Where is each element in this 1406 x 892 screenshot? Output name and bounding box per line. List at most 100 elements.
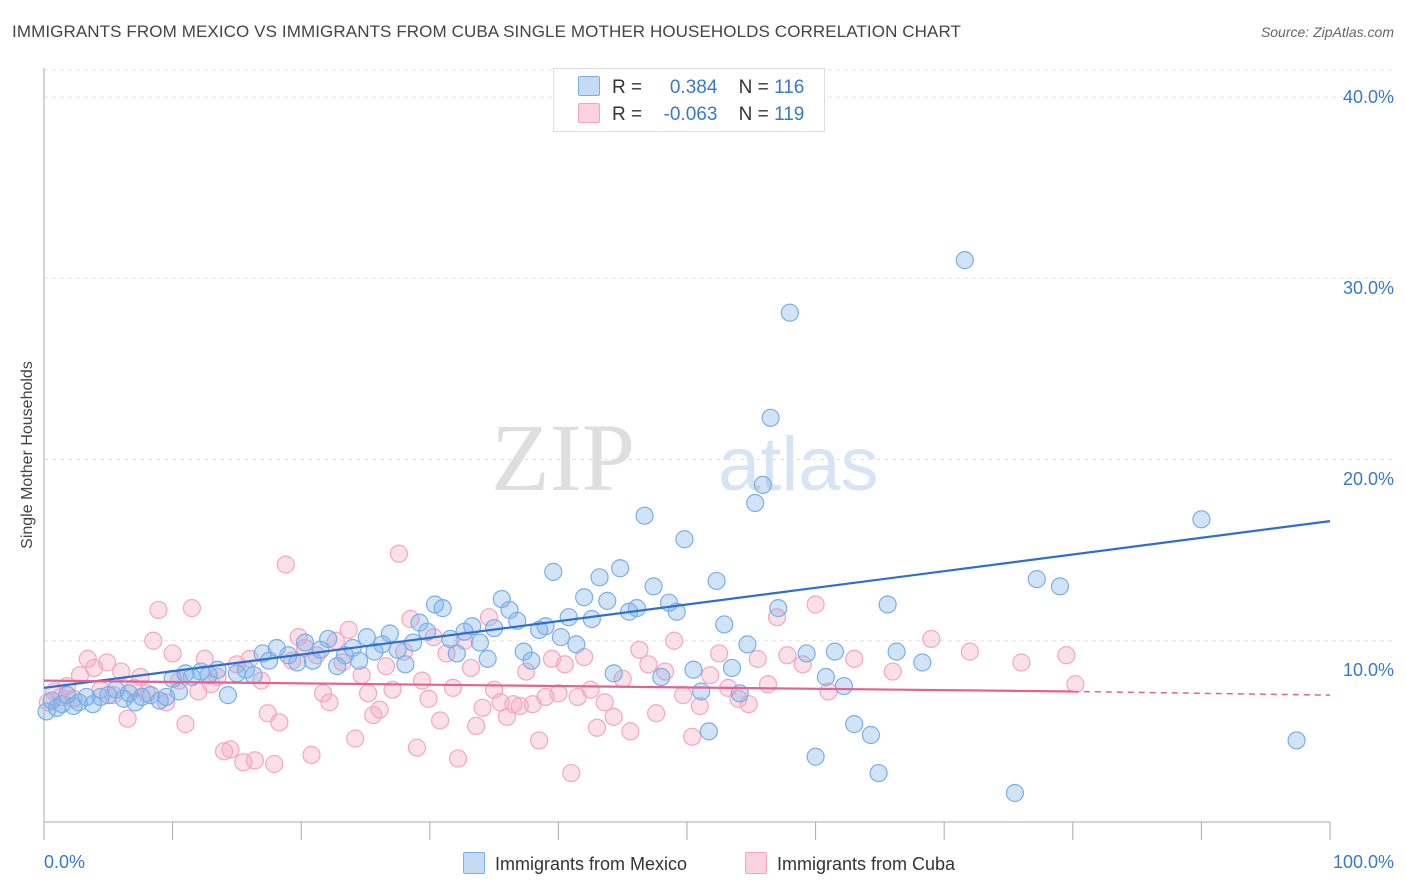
cuba-point — [883, 662, 902, 681]
mexico-point — [887, 642, 906, 661]
mexico-point — [218, 686, 237, 705]
cuba-point — [270, 713, 289, 732]
mexico-point — [878, 595, 897, 614]
cuba-point — [1066, 675, 1085, 694]
cuba-point — [621, 722, 640, 741]
cuba-point — [479, 608, 499, 627]
cuba-swatch-icon — [578, 103, 600, 123]
cuba-point — [562, 763, 581, 783]
cuba-point — [845, 649, 864, 668]
mexico-point — [869, 763, 888, 783]
cuba-point — [401, 609, 420, 629]
y-tick-label-20: 20.0% — [1342, 469, 1394, 489]
cuba-point — [701, 666, 720, 685]
y-tick-label-10: 10.0% — [1342, 660, 1394, 680]
cuba-point — [630, 640, 649, 659]
mexico-point — [746, 493, 765, 513]
grid-lines — [44, 69, 1395, 642]
mexico-point — [470, 633, 490, 652]
cuba-point — [778, 646, 797, 665]
mexico-point — [478, 649, 497, 668]
mexico-point — [845, 715, 864, 734]
cuba-point — [587, 718, 607, 737]
cuba-point — [407, 738, 427, 757]
cuba-point — [443, 678, 463, 697]
mexico-point — [611, 559, 630, 578]
cuba-point — [78, 649, 97, 668]
mexico-point — [335, 646, 355, 665]
mexico-point — [169, 682, 189, 701]
cuba-point — [793, 655, 812, 674]
mexico-point — [58, 686, 77, 705]
cuba-point — [144, 631, 163, 650]
legend-r-label: R = — [612, 77, 643, 98]
cuba-point — [517, 662, 536, 681]
mexico-point — [1005, 783, 1025, 803]
bottom-legend-cuba-label: Immigrants from Cuba — [777, 854, 956, 874]
mexico-point — [667, 602, 686, 621]
chart-title: IMMIGRANTS FROM MEXICO VS IMMIGRANTS FRO… — [12, 22, 962, 41]
cuba-point — [214, 742, 234, 761]
cuba-point — [530, 731, 549, 750]
cuba-point — [647, 704, 666, 723]
mexico-point — [913, 653, 932, 672]
mexico-point — [692, 682, 711, 701]
mexico-legend-icon — [463, 852, 485, 874]
legend-r-label: R = — [612, 104, 643, 125]
cuba-point — [581, 680, 600, 699]
y-tick-label-30: 30.0% — [1342, 278, 1394, 298]
mexico-point — [635, 506, 654, 525]
mexico-point — [797, 644, 816, 663]
mexico-point — [707, 571, 726, 591]
cuba-point — [163, 644, 182, 663]
bottom-legend-mexico-label: Immigrants from Mexico — [495, 854, 688, 874]
bottom-legend-mexico: Immigrants from Mexico — [463, 852, 687, 875]
cuba-point — [690, 696, 709, 716]
mexico-point — [806, 747, 825, 766]
cuba-point — [461, 658, 481, 678]
mexico-point — [582, 609, 601, 629]
mexico-point — [567, 635, 586, 654]
mexico-point — [551, 628, 571, 647]
mexico-point — [644, 577, 663, 596]
cuba-point — [595, 693, 614, 712]
mexico-point — [1027, 570, 1046, 589]
cuba-point — [313, 684, 333, 703]
cuba-point — [448, 749, 468, 768]
cuba-point — [665, 631, 684, 650]
mexico-point — [955, 251, 974, 270]
cuba-point — [370, 700, 389, 719]
legend-n-value: 119 — [774, 104, 805, 125]
cuba-point — [157, 693, 176, 712]
mexico-point — [825, 642, 844, 661]
mexico-point — [559, 608, 578, 627]
mexico-point — [769, 599, 788, 618]
cuba-point — [346, 729, 365, 748]
mexico-point — [684, 660, 703, 679]
cuba-point — [748, 649, 767, 668]
cuba-point — [555, 655, 574, 674]
cuba-point — [302, 745, 321, 765]
cuba-point — [1012, 653, 1031, 672]
cuba-point — [960, 642, 980, 661]
mexico-point — [141, 686, 160, 705]
cuba-legend-icon — [745, 852, 767, 874]
cuba-point — [806, 595, 825, 614]
cuba-point — [320, 693, 339, 712]
cuba-point — [339, 620, 358, 639]
cuba-point — [639, 655, 658, 674]
mexico-point — [37, 702, 56, 721]
mexico-point — [1287, 731, 1306, 750]
mexico-point — [604, 664, 623, 683]
cuba-point — [504, 695, 523, 714]
cuba-point — [473, 698, 492, 717]
mexico-point — [536, 617, 555, 636]
cuba-point — [234, 753, 253, 772]
cuba-point — [118, 709, 137, 728]
mexico-point — [253, 644, 272, 663]
mexico-point — [575, 588, 594, 607]
cuba-point — [358, 684, 378, 703]
legend-n-value: 116 — [774, 77, 805, 98]
mexico-point — [295, 633, 315, 652]
series-cuba-points — [38, 544, 1085, 783]
